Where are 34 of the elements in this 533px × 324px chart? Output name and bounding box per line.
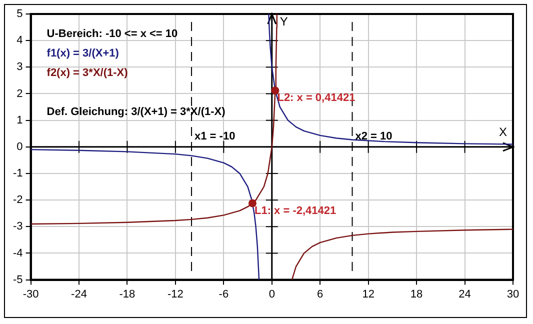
x-tick-label: -6	[218, 288, 229, 300]
ref-line-label: x1 = -10	[194, 130, 236, 142]
x-axis-title: X	[498, 125, 507, 140]
annotation: L2: x = 0,41421	[277, 92, 356, 104]
y-axis-title: Y	[280, 14, 288, 28]
y-tick-label: -5	[13, 274, 23, 286]
annotation: U-Bereich: -10 <= x <= 10	[46, 28, 178, 40]
x-tick-label: 12	[362, 288, 374, 300]
x-tick-label: 30	[506, 288, 520, 300]
y-tick-label: 4	[16, 34, 23, 47]
x-tick-label: -12	[167, 288, 184, 300]
y-tick-label: 2	[16, 88, 23, 100]
y-tick-label: 5	[16, 8, 23, 20]
x-tick-label: -18	[119, 288, 136, 300]
x-tick-label: 18	[410, 288, 423, 300]
y-tick-label: -1	[13, 168, 23, 180]
x-tick-label: -24	[71, 288, 87, 300]
ref-line-label: x2 = 10	[355, 130, 392, 142]
point	[248, 199, 256, 208]
x-tick-label: -30	[22, 288, 39, 300]
x-tick-label: 24	[458, 288, 471, 300]
y-tick-label: -2	[13, 194, 23, 206]
point	[271, 86, 280, 95]
y-tick-label: -3	[13, 220, 23, 233]
x-tick-label: 0	[268, 288, 275, 300]
y-tick-label: 0	[16, 140, 23, 153]
x-tick-label: 6	[317, 288, 324, 300]
annotation: Def. Gleichung: 3/(X+1) = 3*X/(1-X)	[46, 106, 226, 118]
text: f1(x) = 3/(X+1)	[46, 48, 120, 60]
y-tick-label: -4	[13, 247, 23, 260]
y-tick-label: 3	[16, 61, 23, 74]
text: f2(x) = 3*X/(1-X)	[46, 67, 128, 80]
y-tick-label: 1	[16, 114, 23, 126]
annotation: L1: x = -2,41421	[254, 204, 336, 217]
